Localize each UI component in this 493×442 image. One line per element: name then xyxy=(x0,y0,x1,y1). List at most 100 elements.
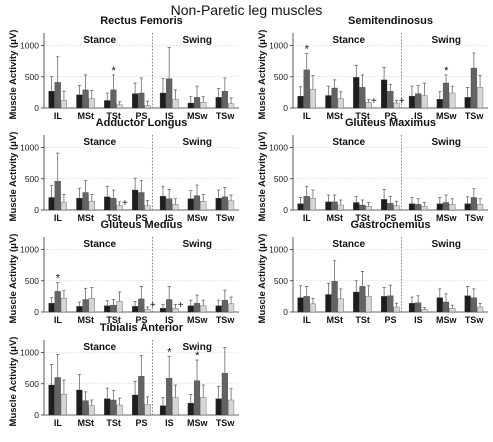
x-tick-label: MSw xyxy=(436,213,458,223)
x-tick-label: MSt xyxy=(78,213,95,223)
phase-label-swing: Swing xyxy=(431,137,460,148)
bar xyxy=(221,90,228,109)
bar xyxy=(48,197,55,211)
x-tick-label: IS xyxy=(414,111,423,121)
panel-title: Gastrocnemius xyxy=(350,219,430,231)
y-tick-label: 500 xyxy=(274,276,288,286)
x-tick-label: IS xyxy=(414,213,423,223)
y-axis-label: Muscle Activity (μV) xyxy=(8,30,19,120)
x-tick-label: MSt xyxy=(327,315,344,325)
x-tick-label: TSt xyxy=(106,213,121,223)
y-axis-label: Muscle Activity (μV) xyxy=(257,234,268,324)
bar xyxy=(172,99,179,109)
bar xyxy=(365,206,372,211)
bar xyxy=(138,192,145,211)
significance-marker: * xyxy=(195,350,200,362)
bar xyxy=(166,78,173,109)
bar xyxy=(325,294,332,313)
phase-label-swing: Swing xyxy=(431,35,460,46)
y-tick-label: 500 xyxy=(25,276,39,286)
bar xyxy=(132,394,139,416)
bar xyxy=(442,301,450,313)
y-tick-label: 0 xyxy=(283,307,288,317)
x-tick-label: IL xyxy=(54,418,63,428)
bar xyxy=(88,298,95,313)
x-tick-label: MSw xyxy=(187,315,209,325)
bar xyxy=(76,306,83,313)
y-tick-label: 0 xyxy=(283,205,288,215)
bar xyxy=(309,89,316,109)
bar xyxy=(138,376,145,416)
bar xyxy=(54,377,61,416)
x-tick-label: TSw xyxy=(216,213,236,223)
bar xyxy=(200,397,207,416)
bar xyxy=(408,303,416,313)
bar xyxy=(172,397,179,416)
x-tick-label: TSt xyxy=(106,111,121,121)
panel-title: Adductor Longus xyxy=(96,117,188,129)
x-tick-label: MSw xyxy=(187,213,209,223)
bar xyxy=(193,195,201,211)
bar xyxy=(187,102,194,109)
bar xyxy=(76,94,83,109)
panel-title: Semitendinosus xyxy=(348,15,433,27)
bar xyxy=(172,204,179,211)
x-tick-label: TSt xyxy=(355,213,370,223)
bar xyxy=(331,201,338,211)
bar xyxy=(215,398,222,416)
x-tick-label: PS xyxy=(384,111,396,121)
bar xyxy=(449,204,456,211)
x-tick-label: PS xyxy=(384,213,396,223)
bar xyxy=(470,67,477,109)
bar xyxy=(48,303,55,313)
bar xyxy=(381,199,388,211)
bar xyxy=(325,95,332,109)
bar xyxy=(421,95,428,109)
bar xyxy=(381,296,388,313)
y-axis-label: Muscle Activity (μV) xyxy=(8,132,19,222)
bar xyxy=(303,196,310,211)
x-tick-label: TSt xyxy=(355,111,370,121)
bar xyxy=(415,93,422,109)
bar xyxy=(337,204,344,211)
significance-marker: * xyxy=(167,346,172,358)
bar xyxy=(359,204,366,211)
bar xyxy=(187,198,194,211)
bar xyxy=(436,203,443,211)
significance-marker: + xyxy=(150,300,156,311)
y-axis-label: Muscle Activity (μV) xyxy=(257,30,268,120)
significance-marker: + xyxy=(122,198,128,209)
bar xyxy=(215,197,222,211)
bar xyxy=(82,400,89,416)
significance-marker: + xyxy=(399,96,405,107)
significance-marker: + xyxy=(178,300,184,311)
significance-marker: + xyxy=(371,96,377,107)
y-axis-label: Muscle Activity (μV) xyxy=(8,234,19,324)
x-tick-label: MSt xyxy=(78,315,95,325)
x-tick-label: PS xyxy=(135,213,147,223)
phase-label-stance: Stance xyxy=(83,35,116,46)
bar xyxy=(393,306,400,313)
x-tick-label: IS xyxy=(165,213,174,223)
bar xyxy=(221,196,228,211)
bar xyxy=(442,82,450,109)
y-tick-label: 500 xyxy=(25,72,39,82)
bar xyxy=(421,309,428,313)
x-tick-label: IS xyxy=(165,111,174,121)
bar xyxy=(297,203,304,211)
bar xyxy=(325,201,332,211)
bar xyxy=(477,306,484,313)
y-axis-label: Muscle Activity (μV) xyxy=(8,337,19,427)
x-tick-label: PS xyxy=(135,111,147,121)
bar xyxy=(464,203,471,211)
bar xyxy=(477,87,484,109)
panel-title: Tibialis Anterior xyxy=(100,322,184,334)
x-tick-label: IL xyxy=(303,213,312,223)
bar xyxy=(187,305,194,313)
bar xyxy=(331,87,338,109)
y-tick-label: 0 xyxy=(34,410,39,420)
bar xyxy=(221,299,228,313)
bar xyxy=(159,308,167,313)
bar xyxy=(104,305,111,313)
